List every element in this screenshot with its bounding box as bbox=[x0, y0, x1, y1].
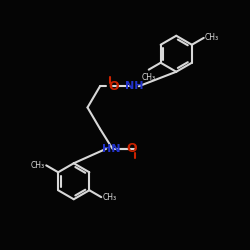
Text: NH: NH bbox=[124, 81, 143, 91]
Text: CH₃: CH₃ bbox=[31, 161, 45, 170]
Text: O: O bbox=[108, 80, 119, 93]
Text: CH₃: CH₃ bbox=[142, 73, 156, 82]
Text: CH₃: CH₃ bbox=[205, 33, 219, 42]
Text: CH₃: CH₃ bbox=[102, 193, 117, 202]
Text: O: O bbox=[126, 142, 136, 155]
Text: HN: HN bbox=[102, 144, 120, 154]
